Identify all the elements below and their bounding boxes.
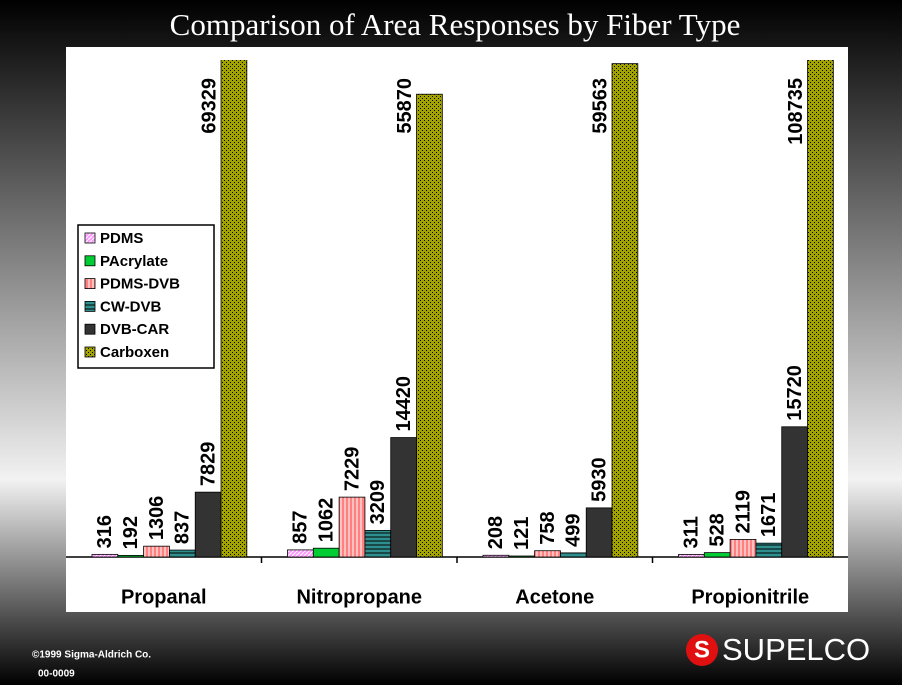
legend-label: PAcrylate xyxy=(100,253,168,270)
copyright: ©1999 Sigma-Aldrich Co. xyxy=(32,650,151,661)
bar xyxy=(143,545,170,558)
data-label: 316 xyxy=(94,515,116,548)
bar xyxy=(508,555,536,558)
bar xyxy=(703,552,731,558)
bars xyxy=(91,60,834,558)
bar xyxy=(416,93,443,558)
bar xyxy=(807,60,834,558)
x-tick-label: Propanal xyxy=(121,586,207,608)
legend-swatch xyxy=(84,300,96,312)
logo-icon xyxy=(686,634,718,666)
bar xyxy=(585,507,613,558)
data-label: 528 xyxy=(706,513,728,546)
data-label: 1062 xyxy=(315,498,337,543)
legend-label: CW-DVB xyxy=(100,298,162,315)
legend-label: Carboxen xyxy=(100,344,169,361)
bar xyxy=(678,554,705,558)
x-tick-label: Propionitrile xyxy=(691,586,809,608)
legend-swatch xyxy=(84,255,96,267)
legend-swatch xyxy=(84,323,96,335)
legend-label: DVB-CAR xyxy=(100,321,169,338)
data-label: 55870 xyxy=(394,78,416,134)
bar xyxy=(312,547,340,558)
legend xyxy=(77,224,215,369)
data-label: 857 xyxy=(290,511,312,544)
data-label: 208 xyxy=(485,516,507,549)
chart-title: Comparison of Area Responses by Fiber Ty… xyxy=(170,7,741,42)
legend-label: PDMS-DVB xyxy=(100,276,180,293)
legend-swatch xyxy=(84,278,96,290)
bar xyxy=(390,437,417,558)
data-label: 15720 xyxy=(784,365,806,421)
bar xyxy=(560,552,587,558)
data-label: 3209 xyxy=(367,480,389,525)
bar xyxy=(117,555,145,558)
data-label: 69329 xyxy=(198,78,220,134)
bar xyxy=(364,530,392,558)
bar xyxy=(729,539,757,558)
data-label: 1671 xyxy=(758,493,780,538)
bar xyxy=(220,60,248,558)
data-label: 192 xyxy=(120,516,142,549)
bar xyxy=(91,553,119,558)
legend-swatch xyxy=(84,346,96,358)
bar xyxy=(482,554,510,558)
data-label: 1306 xyxy=(146,496,168,541)
bar xyxy=(611,63,639,558)
data-label: 14420 xyxy=(393,376,415,432)
data-label: 2119 xyxy=(732,490,754,533)
data-label: 837 xyxy=(172,511,194,544)
bar xyxy=(781,426,808,558)
data-label: 59563 xyxy=(589,78,611,134)
bar xyxy=(169,549,196,558)
x-tick-label: Nitropropane xyxy=(296,586,422,608)
logo-mark: S xyxy=(694,636,710,663)
bar xyxy=(338,496,366,558)
data-label: 758 xyxy=(537,511,559,544)
data-label: 108735 xyxy=(785,78,807,145)
bar xyxy=(534,550,561,558)
data-label: 7829 xyxy=(197,442,219,487)
bar xyxy=(194,491,222,558)
x-tick-label: Acetone xyxy=(515,586,594,608)
data-label: 499 xyxy=(563,513,585,546)
bar xyxy=(755,542,783,558)
legend-label: PDMS xyxy=(100,230,143,247)
data-label: 311 xyxy=(681,516,703,548)
code: 00-0009 xyxy=(38,669,75,680)
logo-text: SUPELCO xyxy=(722,632,870,667)
data-label: 7229 xyxy=(341,447,363,492)
bar xyxy=(287,549,314,558)
data-label: 121 xyxy=(511,517,533,550)
legend-swatch xyxy=(84,232,96,244)
data-label: 5930 xyxy=(588,457,610,502)
